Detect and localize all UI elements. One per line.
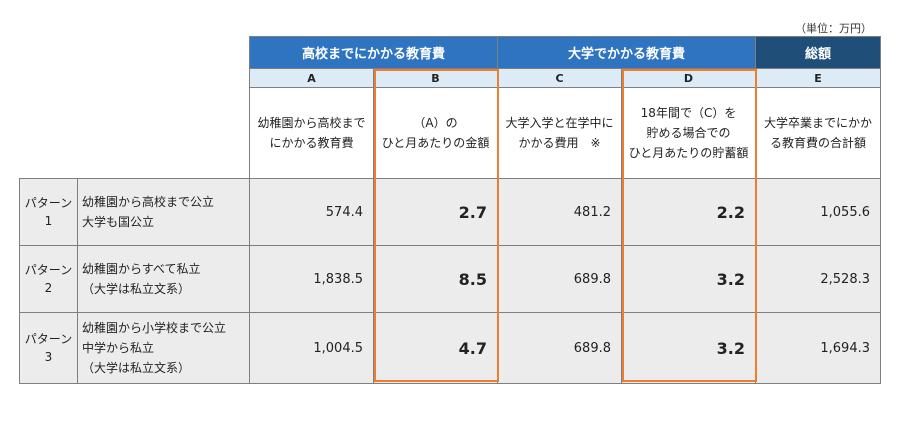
cell-e: 2,528.3 xyxy=(755,245,881,313)
table-row: パターン 2 幼稚園からすべて私立 （大学は私立文系） 1,838.5 8.5 68… xyxy=(19,245,881,313)
column-letter-c: C xyxy=(497,68,622,88)
pattern-label: パターン 1 xyxy=(19,178,78,246)
group-header-school: 高校までにかかる教育費 xyxy=(249,36,498,69)
cell-b: 4.7 xyxy=(373,312,498,384)
column-letter-d: D xyxy=(621,68,756,88)
cell-c: 481.2 xyxy=(497,178,622,246)
table-row: パターン 3 幼稚園から小学校まで公立 中学から私立 （大学は私立文系） 1,004.… xyxy=(19,312,881,384)
column-desc-a: 幼稚園から高校まで にかかる教育費 xyxy=(249,87,374,179)
cell-a: 1,004.5 xyxy=(249,312,374,384)
column-desc-b: （A）の ひと月あたりの金額 xyxy=(373,87,498,179)
group-header-university: 大学でかかる教育費 xyxy=(497,36,756,69)
pattern-description: 幼稚園からすべて私立 （大学は私立文系） xyxy=(77,245,250,313)
cell-b: 8.5 xyxy=(373,245,498,313)
pattern-label: パターン 3 xyxy=(19,312,78,384)
blank-corner xyxy=(20,37,250,69)
column-letter-a: A xyxy=(249,68,374,88)
pattern-description: 幼稚園から小学校まで公立 中学から私立 （大学は私立文系） xyxy=(77,312,250,384)
cell-c: 689.8 xyxy=(497,245,622,313)
cell-e: 1,055.6 xyxy=(755,178,881,246)
column-letter-b: B xyxy=(373,68,498,88)
cell-b: 2.7 xyxy=(373,178,498,246)
pattern-description: 幼稚園から高校まで公立 大学も国公立 xyxy=(77,178,250,246)
group-header-total: 総額 xyxy=(755,36,881,69)
unit-note: （単位：万円） xyxy=(795,22,872,35)
column-desc-d: 18年間で（C）を 貯める場合での ひと月あたりの貯蓄額 xyxy=(621,87,756,179)
column-desc-c: 大学入学と在学中に かかる費用 ※ xyxy=(497,87,622,179)
cell-a: 574.4 xyxy=(249,178,374,246)
cell-d: 3.2 xyxy=(621,245,756,313)
cell-d: 2.2 xyxy=(621,178,756,246)
education-cost-table: 高校までにかかる教育費 大学でかかる教育費 総額 A B C D E 幼稚園から… xyxy=(19,36,881,384)
pattern-label: パターン 2 xyxy=(19,245,78,313)
cell-d: 3.2 xyxy=(621,312,756,384)
cell-a: 1,838.5 xyxy=(249,245,374,313)
column-desc-e: 大学卒業までにかか る教育費の合計額 xyxy=(755,87,881,179)
table-row: パターン 1 幼稚園から高校まで公立 大学も国公立 574.4 2.7 481.2 … xyxy=(19,178,881,246)
cell-c: 689.8 xyxy=(497,312,622,384)
column-letter-e: E xyxy=(755,68,881,88)
cell-e: 1,694.3 xyxy=(755,312,881,384)
